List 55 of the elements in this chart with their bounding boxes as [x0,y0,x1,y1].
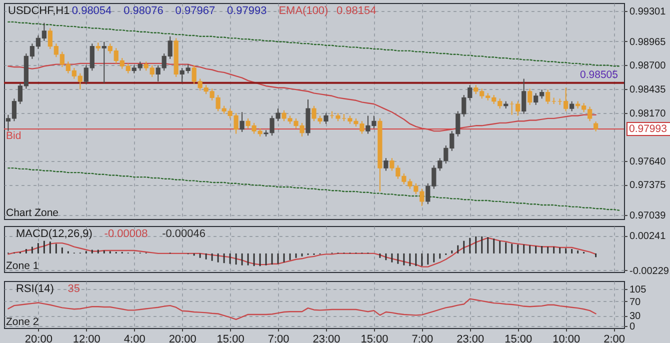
annotation: 0.98076 [124,5,164,17]
x-tick-label: 12:00 [72,334,100,343]
text: 0.97993 [629,122,668,135]
y-tick-label: 70 [630,296,642,308]
candlestick [546,89,550,105]
x-tick-label: 20:00 [24,334,52,343]
x-tick-label: 15:00 [216,334,244,343]
candlestick [528,88,532,106]
x-tick-label: 15:00 [504,334,532,343]
annotation: 35 [68,283,80,295]
y-tick-label: 0.98435 [630,84,666,96]
text: EMA(100) [278,5,328,17]
chart-title: MACD(12,26,9) [16,228,92,240]
candlestick [594,121,598,132]
x-tick-label: 7:00 [268,334,290,343]
annotation: 0.97993 [227,5,267,17]
annotation: 0.98054 [72,5,112,17]
candlestick [570,100,574,112]
y-tick-label: 0.99301 [630,6,666,18]
annotation: 0.97967 [175,5,216,17]
y-tick-label: 0.97039 [630,210,666,222]
y-tick-label: 0 [630,322,636,333]
y-tick-label: 0.98700 [630,60,666,72]
y-tick-label: 105 [630,284,647,296]
annotation: -0.00046 [162,228,206,240]
x-tick-label: 4:00 [124,334,146,343]
ref-line-label: 0.98505 [580,68,618,81]
annotation: Zone 2 [6,316,39,328]
chart-title: USDCHF,H1 [8,5,70,17]
y-tick-label: 0.97640 [630,156,666,168]
candlestick [102,41,106,84]
x-tick-label: 23:00 [312,334,340,343]
candlestick [240,112,244,132]
x-tick-label: 23:00 [456,334,484,343]
annotation: -0.00008 [104,228,148,240]
x-tick-label: 10:00 [552,334,580,343]
y-tick-label: 30 [630,311,642,322]
y-tick-label: 0.97375 [630,180,666,192]
y-tick-label: -0.00229 [630,266,670,277]
x-tick-label: 2:00 [604,334,626,343]
chart-title: RSI(14) [16,283,54,295]
annotation: Chart Zone [6,207,59,219]
candlestick [522,78,526,114]
candlestick [324,112,328,124]
y-tick-label: 0.98965 [630,36,666,48]
annotation: 0.98154 [336,5,376,17]
x-tick-label: 7:00 [412,334,434,343]
ref-line-label: Bid [6,130,22,142]
candlestick [384,158,388,172]
x-tick-label: 15:00 [360,334,388,343]
annotation: Zone 1 [6,260,39,272]
x-tick-label: 20:00 [168,334,196,343]
line-series [8,21,620,67]
y-tick-label: 0.98170 [630,108,666,120]
y-tick-label: 0.00241 [630,231,666,242]
